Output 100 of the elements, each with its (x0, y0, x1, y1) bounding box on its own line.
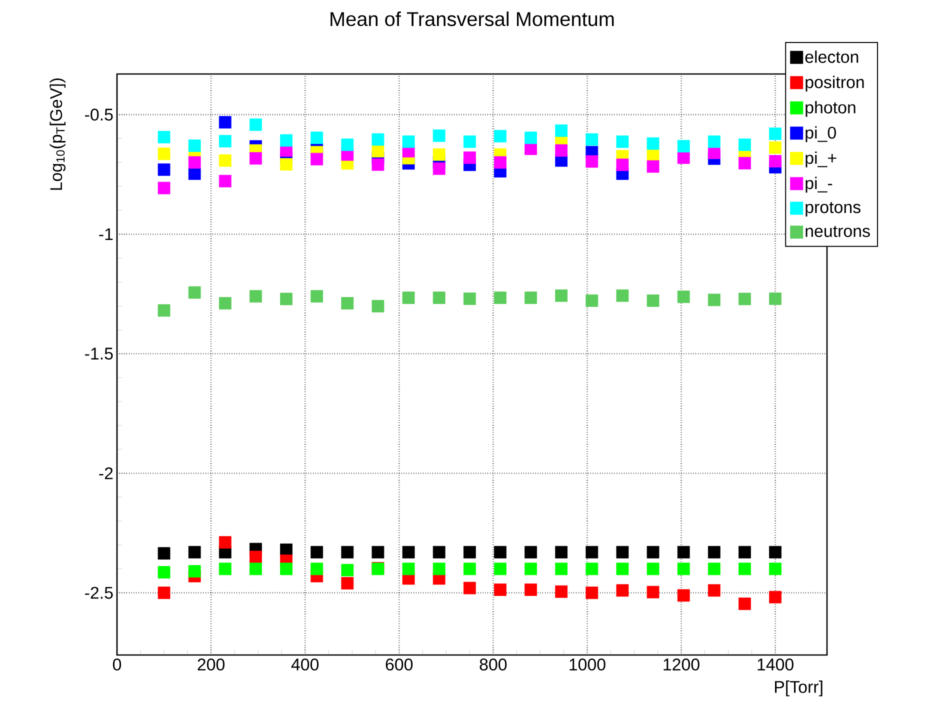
point (432, 562, 446, 576)
point (586, 133, 598, 146)
point (250, 290, 262, 303)
point (677, 151, 690, 164)
point (616, 135, 629, 148)
point (432, 292, 446, 304)
point (586, 294, 598, 307)
x-tick-label: 400 (291, 658, 319, 671)
point (218, 174, 232, 188)
point (738, 292, 751, 306)
point (494, 584, 506, 596)
point (677, 546, 690, 558)
point (494, 546, 506, 558)
point (738, 156, 751, 170)
point (616, 546, 629, 558)
point (738, 546, 751, 558)
point (646, 294, 660, 307)
point (372, 546, 384, 558)
legend-label: neutrons (806, 226, 870, 238)
point (616, 584, 629, 597)
point (158, 566, 170, 578)
point (463, 546, 476, 558)
point (586, 155, 598, 168)
point (432, 162, 446, 175)
point (677, 589, 690, 602)
point (158, 586, 170, 600)
point (708, 562, 720, 576)
point (616, 158, 629, 172)
point (310, 562, 324, 576)
point (218, 562, 232, 576)
point (524, 132, 537, 144)
point (218, 134, 232, 148)
point (708, 146, 720, 160)
point (158, 148, 170, 160)
point (463, 582, 476, 594)
point (158, 304, 170, 317)
point (158, 182, 170, 194)
point (402, 292, 415, 304)
point (432, 546, 446, 558)
point (524, 562, 537, 576)
point (586, 586, 598, 600)
point (616, 289, 629, 302)
legend-label: electon (805, 50, 858, 63)
x-axis-title: P[Torr] (775, 680, 822, 696)
x-tick-label: 1400 (758, 658, 794, 671)
point (158, 130, 170, 144)
point (555, 144, 568, 157)
point (463, 135, 476, 148)
point (646, 562, 660, 576)
point (432, 129, 446, 142)
point (769, 546, 782, 558)
point (432, 148, 446, 161)
y-tick-label: -2 (99, 467, 113, 480)
point (769, 590, 782, 604)
legend-label: pi_+ (806, 152, 836, 168)
point (310, 290, 324, 303)
point (250, 118, 262, 131)
point (586, 562, 598, 576)
point (310, 132, 324, 144)
point (250, 550, 262, 564)
point (280, 134, 292, 147)
point (402, 546, 415, 558)
y-tick-label: -2.5 (85, 586, 113, 599)
point (738, 562, 751, 576)
point (677, 140, 690, 152)
point (646, 546, 660, 558)
point (188, 140, 201, 152)
point (494, 130, 506, 142)
legend-label: pi_0 (806, 126, 836, 142)
chart-title: Mean of Transversal Momentum (330, 12, 614, 26)
point (769, 292, 782, 305)
point (280, 292, 292, 306)
x-tick-label: 600 (386, 658, 413, 671)
point (250, 562, 262, 576)
point (708, 294, 720, 306)
x-tick-label: 200 (198, 658, 225, 671)
y-tick-label: -1.5 (85, 348, 113, 360)
point (250, 152, 262, 165)
x-tick-label: 0 (112, 658, 122, 671)
point (708, 546, 720, 558)
point (310, 152, 324, 166)
point (494, 562, 506, 576)
x-tick-label: 1000 (570, 658, 606, 671)
point (372, 158, 384, 171)
point (769, 141, 782, 154)
point (677, 290, 690, 304)
point (738, 598, 751, 610)
point (555, 585, 568, 598)
y-tick-label: -0.5 (85, 108, 113, 121)
point (372, 145, 384, 158)
point (280, 158, 292, 171)
point (402, 135, 415, 148)
point (372, 300, 384, 312)
point (708, 584, 720, 597)
point (188, 167, 201, 180)
point (158, 547, 170, 560)
point (555, 546, 568, 558)
point (524, 584, 537, 596)
y-axis-title: Log$_{10}$(p$_{T}$[GeV]) (50, 78, 66, 190)
point (769, 562, 782, 576)
